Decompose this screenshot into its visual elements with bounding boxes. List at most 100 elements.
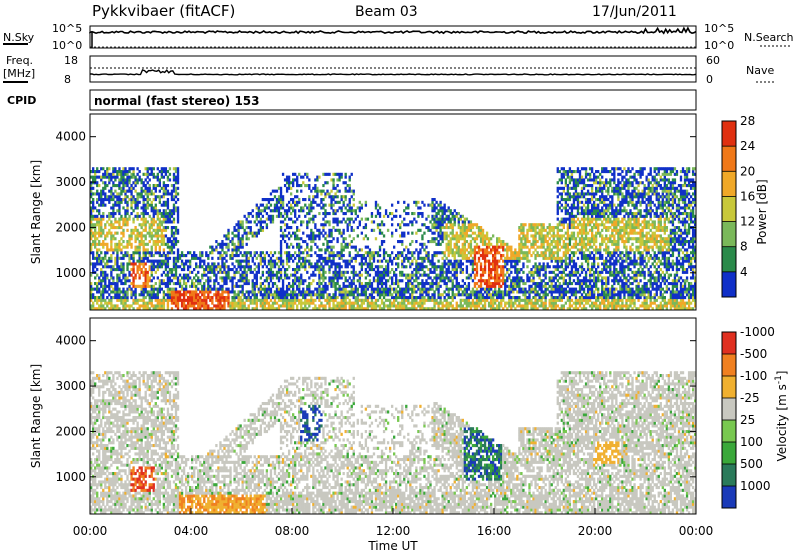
heatmap-cell (247, 226, 250, 230)
heatmap-cell (116, 256, 119, 260)
heatmap-cell (348, 242, 351, 246)
heatmap-cell (324, 287, 327, 291)
heatmap-cell (221, 290, 224, 294)
heatmap-cell (459, 259, 462, 263)
heatmap-cell (473, 307, 477, 311)
heatmap-cell (439, 265, 442, 269)
heatmap-cell (142, 245, 145, 249)
heatmap-cell (201, 254, 204, 258)
heatmap-cell (532, 287, 535, 291)
heatmap-cell (96, 307, 99, 311)
heatmap-cell (281, 214, 285, 218)
heatmap-cell (390, 296, 394, 300)
heatmap-cell (136, 206, 139, 210)
heatmap-cell (504, 248, 507, 252)
heatmap-cell (184, 287, 188, 291)
heatmap-cell (126, 181, 129, 185)
heatmap-cell (156, 296, 159, 300)
heatmap-cell (279, 273, 283, 277)
heatmap-cell (302, 259, 305, 263)
heatmap-cell (296, 265, 299, 269)
heatmap-cell (445, 223, 448, 227)
heatmap-cell (388, 256, 392, 260)
heatmap-cell (221, 242, 224, 246)
heatmap-cell (336, 304, 339, 308)
heatmap-cell (292, 254, 295, 258)
heatmap-cell (110, 189, 113, 193)
heatmap-cell (195, 279, 198, 283)
heatmap-cell (243, 259, 246, 263)
heatmap-cell (174, 240, 178, 244)
heatmap-cell (168, 192, 172, 196)
heatmap-cell (237, 248, 240, 252)
heatmap-cell (154, 259, 157, 263)
heatmap-cell (459, 248, 462, 252)
heatmap-cell (328, 259, 331, 263)
heatmap-cell (104, 175, 107, 179)
heatmap-cell (94, 265, 97, 269)
heatmap-cell (332, 273, 335, 277)
heatmap-cell (112, 167, 115, 171)
heatmap-cell (447, 307, 450, 311)
heatmap-cell (201, 287, 204, 291)
heatmap-cell (100, 298, 103, 302)
heatmap-cell (302, 293, 305, 297)
heatmap-cell (382, 290, 386, 294)
heatmap-cell (342, 181, 345, 185)
heatmap-cell (223, 276, 226, 280)
heatmap-cell (156, 298, 159, 302)
heatmap-cell (431, 237, 434, 241)
heatmap-cell (498, 265, 501, 269)
heatmap-cell (514, 256, 517, 260)
heatmap-cell (457, 262, 460, 266)
heatmap-cell (479, 237, 483, 241)
heatmap-cell (156, 265, 159, 269)
heatmap-cell (144, 287, 147, 291)
heatmap-cell (372, 259, 376, 263)
heatmap-cell (160, 203, 164, 207)
heatmap-cell (253, 282, 256, 286)
heatmap-cell (114, 282, 117, 286)
heatmap-cell (98, 209, 101, 213)
heatmap-cell (417, 265, 420, 269)
heatmap-cell (122, 265, 125, 269)
heatmap-cell (512, 287, 515, 291)
heatmap-cell (188, 296, 192, 300)
heatmap-cell (471, 237, 475, 241)
heatmap-cell (128, 279, 131, 283)
heatmap-cell (336, 223, 339, 227)
heatmap-cell (296, 287, 299, 291)
heatmap-cell (390, 301, 394, 305)
heatmap-cell (207, 256, 210, 260)
heatmap-cell (98, 203, 101, 207)
heatmap-cell (370, 262, 374, 266)
heatmap-cell (318, 290, 321, 294)
heatmap-cell (491, 268, 495, 272)
heatmap-cell (504, 293, 507, 297)
heatmap-cell (441, 304, 444, 308)
heatmap-cell (500, 296, 503, 300)
heatmap-cell (158, 226, 161, 230)
heatmap-cell (296, 298, 299, 302)
heatmap-cell (132, 262, 135, 266)
heatmap-cell (384, 287, 388, 291)
heatmap-cell (138, 214, 141, 218)
heatmap-cell (324, 195, 327, 199)
heatmap-cell (512, 254, 515, 258)
heatmap-cell (324, 192, 327, 196)
heatmap-cell (433, 240, 436, 244)
heatmap-cell (477, 245, 481, 249)
heatmap-cell (417, 287, 420, 291)
heatmap-cell (536, 245, 539, 249)
heatmap-cell (516, 290, 519, 294)
heatmap-cell (138, 170, 141, 174)
heatmap-cell (471, 287, 475, 291)
heatmap-cell (106, 167, 109, 171)
heatmap-cell (441, 293, 444, 297)
heatmap-cell (90, 262, 93, 266)
heatmap-cell (380, 279, 384, 283)
heatmap-cell (520, 298, 523, 302)
heatmap-cell (427, 240, 430, 244)
heatmap-cell (457, 251, 460, 255)
heatmap-cell (376, 268, 380, 272)
